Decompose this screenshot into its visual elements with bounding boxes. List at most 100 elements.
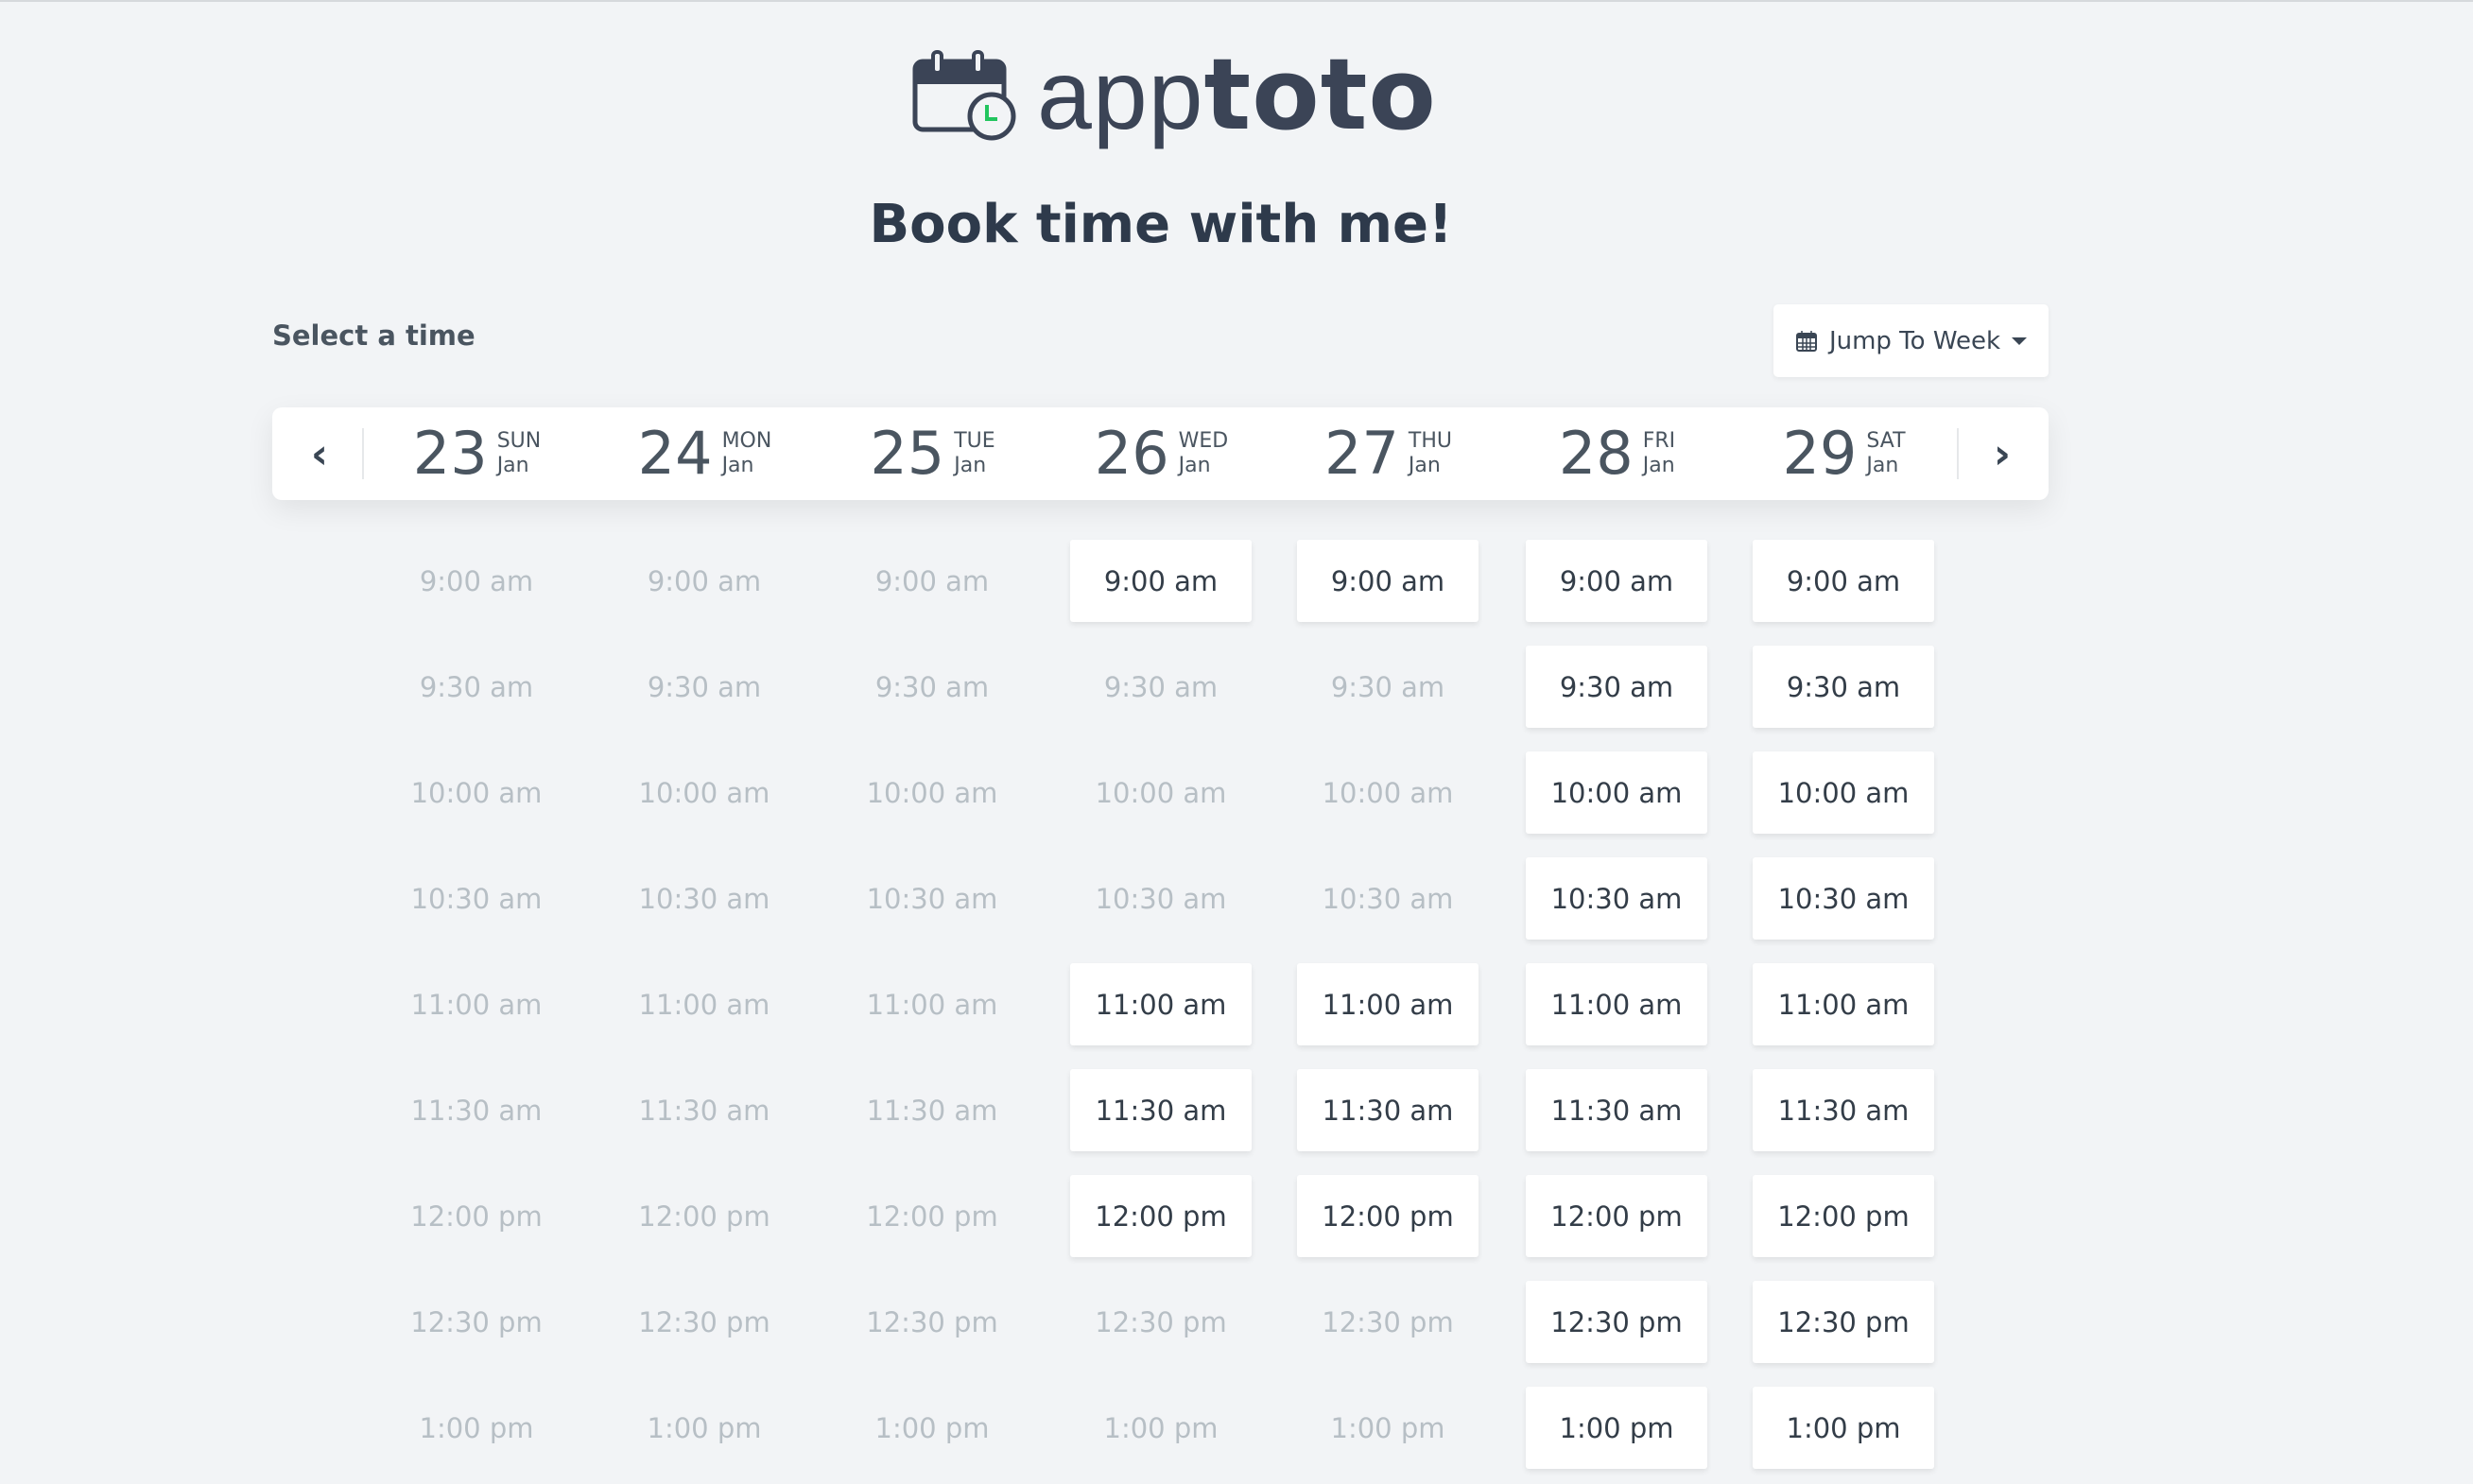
time-slot-unavailable: 11:00 am: [866, 988, 998, 1021]
divider: [362, 428, 364, 479]
time-slot-unavailable: 1:00 pm: [647, 1411, 762, 1444]
day-month: Jan: [496, 454, 529, 477]
day-month: Jan: [1408, 454, 1441, 477]
time-slot-unavailable: 12:30 pm: [638, 1305, 770, 1338]
time-slot-button[interactable]: 12:30 pm: [1526, 1281, 1707, 1363]
day-header[interactable]: 26 WED Jan: [1047, 407, 1275, 500]
chevron-left-icon[interactable]: ‹: [310, 429, 329, 478]
time-slot-button[interactable]: 11:00 am: [1753, 963, 1934, 1045]
time-slot-unavailable: 10:30 am: [638, 882, 770, 915]
time-slot-button[interactable]: 10:00 am: [1526, 751, 1707, 834]
time-slot-button[interactable]: 11:30 am: [1753, 1069, 1934, 1151]
time-slot-button[interactable]: 12:00 pm: [1753, 1175, 1934, 1257]
chevron-right-icon[interactable]: ›: [1993, 429, 2012, 478]
day-number: 28: [1558, 419, 1634, 488]
day-of-week: THU: [1408, 428, 1452, 453]
day-month: Jan: [1178, 454, 1211, 477]
time-slot-unavailable: 10:00 am: [638, 776, 770, 809]
day-number: 24: [637, 419, 713, 488]
time-slot-unavailable: 11:00 am: [638, 988, 770, 1021]
time-slot-unavailable: 10:00 am: [866, 776, 998, 809]
time-slot-unavailable: 9:00 am: [874, 564, 990, 597]
day-of-week: TUE: [954, 428, 995, 453]
logo-wordmark: apptoto: [1037, 45, 1437, 145]
calendar-clock-icon: [912, 49, 1016, 140]
time-slot-button[interactable]: 11:00 am: [1297, 963, 1479, 1045]
time-slot-button[interactable]: 11:30 am: [1297, 1069, 1479, 1151]
time-slot-unavailable: 1:00 pm: [1330, 1411, 1445, 1444]
time-slot-unavailable: 1:00 pm: [1103, 1411, 1219, 1444]
page-title: Book time with me!: [869, 194, 1453, 255]
time-slot-button[interactable]: 9:30 am: [1753, 646, 1934, 728]
time-slot-unavailable: 1:00 pm: [419, 1411, 534, 1444]
day-header[interactable]: 23 SUN Jan: [363, 407, 591, 500]
time-slot-unavailable: 10:30 am: [866, 882, 998, 915]
time-slot-unavailable: 9:30 am: [1103, 670, 1219, 703]
time-slot-button[interactable]: 12:00 pm: [1297, 1175, 1479, 1257]
day-header[interactable]: 28 FRI Jan: [1503, 407, 1731, 500]
day-number: 29: [1782, 419, 1858, 488]
time-slot-unavailable: 12:00 pm: [638, 1199, 770, 1233]
logo-text-light: app: [1037, 41, 1204, 150]
day-header[interactable]: 25 TUE Jan: [819, 407, 1046, 500]
jump-to-week-label: Jump To Week: [1828, 326, 2001, 355]
time-slot-button[interactable]: 10:30 am: [1526, 857, 1707, 940]
time-slot-button[interactable]: 1:00 pm: [1526, 1387, 1707, 1469]
time-slot-unavailable: 9:30 am: [647, 670, 762, 703]
time-slot-unavailable: 9:30 am: [1330, 670, 1445, 703]
time-slot-button[interactable]: 11:30 am: [1070, 1069, 1252, 1151]
time-slot-unavailable: 10:00 am: [410, 776, 543, 809]
time-slot-button[interactable]: 9:00 am: [1297, 540, 1479, 622]
time-slot-unavailable: 11:30 am: [866, 1094, 998, 1127]
time-slot-unavailable: 12:30 pm: [410, 1305, 543, 1338]
day-month: Jan: [1642, 454, 1675, 477]
time-slot-button[interactable]: 9:00 am: [1070, 540, 1252, 622]
day-month: Jan: [721, 454, 754, 477]
time-slot-unavailable: 10:30 am: [1322, 882, 1454, 915]
apptoto-logo: apptoto: [912, 45, 1437, 145]
day-number: 23: [412, 419, 488, 488]
time-slot-button[interactable]: 11:30 am: [1526, 1069, 1707, 1151]
time-slot-button[interactable]: 11:00 am: [1070, 963, 1252, 1045]
time-slot-unavailable: 10:00 am: [1322, 776, 1454, 809]
divider: [1957, 428, 1959, 479]
caret-down-icon: [2012, 336, 2028, 345]
time-slot-button[interactable]: 12:30 pm: [1753, 1281, 1934, 1363]
day-of-week: FRI: [1642, 428, 1676, 453]
day-month: Jan: [1866, 454, 1899, 477]
day-header[interactable]: 29 SAT Jan: [1730, 407, 1958, 500]
time-slot-button[interactable]: 12:00 pm: [1526, 1175, 1707, 1257]
time-slot-button[interactable]: 9:30 am: [1526, 646, 1707, 728]
day-header[interactable]: 24 MON Jan: [591, 407, 819, 500]
time-slot-unavailable: 12:00 pm: [866, 1199, 998, 1233]
time-slot-button[interactable]: 10:00 am: [1753, 751, 1934, 834]
time-slot-unavailable: 11:30 am: [410, 1094, 543, 1127]
time-slot-button[interactable]: 1:00 pm: [1753, 1387, 1934, 1469]
time-slot-button[interactable]: 9:00 am: [1526, 540, 1707, 622]
time-slot-button[interactable]: 10:30 am: [1753, 857, 1934, 940]
time-slot-button[interactable]: 11:00 am: [1526, 963, 1707, 1045]
logo-text-bold: toto: [1203, 37, 1437, 152]
time-slot-unavailable: 12:00 pm: [410, 1199, 543, 1233]
time-slot-unavailable: 1:00 pm: [874, 1411, 990, 1444]
time-slot-unavailable: 10:30 am: [410, 882, 543, 915]
time-slot-unavailable: 9:30 am: [874, 670, 990, 703]
jump-to-week-button[interactable]: Jump To Week: [1773, 304, 2049, 377]
time-slot-unavailable: 11:00 am: [410, 988, 543, 1021]
day-header[interactable]: 27 THU Jan: [1274, 407, 1502, 500]
day-number: 25: [870, 419, 945, 488]
time-slot-unavailable: 9:30 am: [419, 670, 534, 703]
day-of-week: MON: [721, 428, 772, 453]
time-slot-unavailable: 10:30 am: [1095, 882, 1227, 915]
week-navigator: ‹ › 23 SUN Jan 24 MON Jan 25 TUE Jan 26 WED Jan 27 TH…: [272, 407, 2049, 500]
time-slot-unavailable: 12:30 pm: [866, 1305, 998, 1338]
day-of-week: SAT: [1866, 428, 1906, 453]
time-slot-unavailable: 9:00 am: [647, 564, 762, 597]
time-slot-button[interactable]: 9:00 am: [1753, 540, 1934, 622]
time-slot-button[interactable]: 12:00 pm: [1070, 1175, 1252, 1257]
day-month: Jan: [954, 454, 987, 477]
time-slot-unavailable: 11:30 am: [638, 1094, 770, 1127]
day-of-week: SUN: [496, 428, 542, 453]
calendar-icon: [1795, 330, 1817, 352]
day-of-week: WED: [1178, 428, 1229, 453]
